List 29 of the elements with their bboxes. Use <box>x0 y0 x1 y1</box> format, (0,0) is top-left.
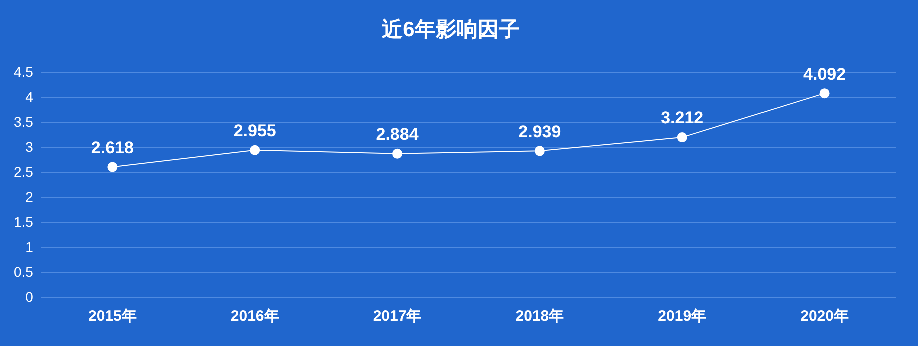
x-tick-label: 2016年 <box>230 308 280 326</box>
point <box>250 145 260 156</box>
point <box>108 162 118 172</box>
data-label: 2.884 <box>376 125 420 144</box>
y-tick-label: 0 <box>26 288 34 305</box>
y-tick-label: 2.5 <box>14 164 34 180</box>
data-label: 4.092 <box>804 64 846 84</box>
data-label: 2.939 <box>518 122 562 142</box>
point <box>677 132 688 143</box>
y-tick-label: 1 <box>26 238 34 255</box>
data-label: 2.618 <box>91 138 134 158</box>
data-label: 2.955 <box>234 122 276 141</box>
y-tick-label: 0.5 <box>14 264 34 280</box>
x-tick-label: 2019年 <box>658 308 707 326</box>
chart-title: 近6年影响因子 <box>381 18 520 42</box>
y-tick-label: 4.5 <box>14 64 34 80</box>
y-tick-label: 4 <box>26 89 34 106</box>
data-label: 3.212 <box>661 108 704 128</box>
x-tick-label: 2015年 <box>88 308 137 326</box>
y-tick-label: 1.5 <box>14 214 34 230</box>
point <box>820 88 830 99</box>
y-tick-label: 2 <box>26 188 34 205</box>
x-tick-label: 2020年 <box>800 308 849 326</box>
y-tick-label: 3.5 <box>14 114 34 130</box>
point <box>392 148 403 159</box>
x-tick-label: 2017年 <box>373 308 422 326</box>
x-tick-label: 2018年 <box>516 308 564 326</box>
y-tick-label: 3 <box>26 138 34 155</box>
point <box>534 146 545 156</box>
